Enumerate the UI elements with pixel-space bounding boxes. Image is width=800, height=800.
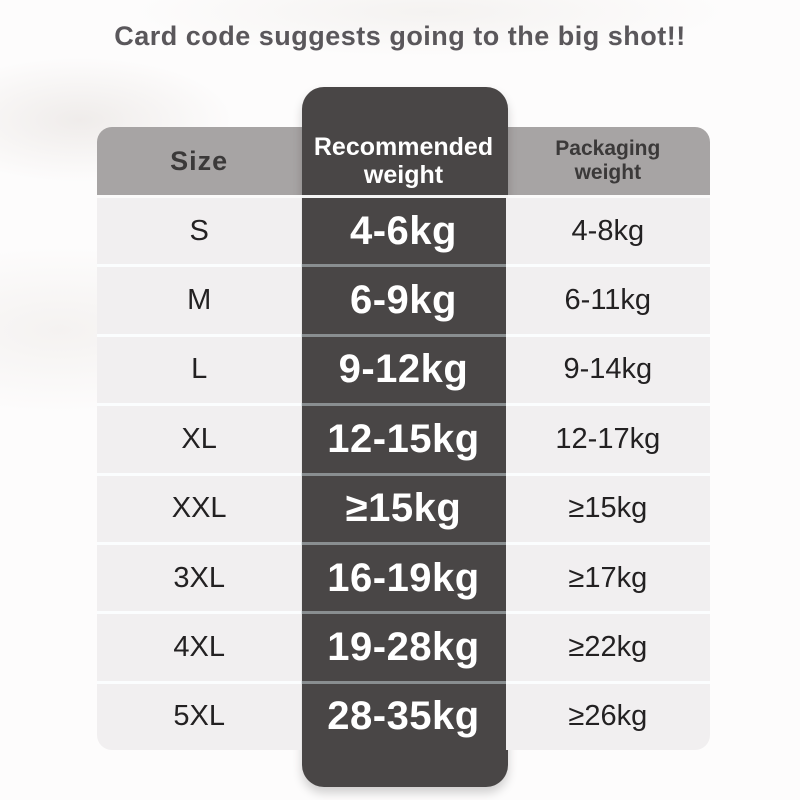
- size-value: M: [97, 267, 302, 337]
- table-row-3xl: 3XL 16-19kg ≥17kg: [97, 544, 710, 615]
- recommended-weight-value: 6-9kg: [301, 267, 506, 337]
- table-row-xxl: XXL ≥15kg ≥15kg: [97, 475, 710, 545]
- table-row-4xl: 4XL 19-28kg ≥22kg: [97, 614, 710, 684]
- packaging-weight-value: ≥17kg: [505, 544, 710, 615]
- header-size: Size: [97, 127, 301, 195]
- packaging-weight-value: 6-11kg: [505, 267, 710, 337]
- packaging-weight-value: 12-17kg: [505, 406, 710, 476]
- recommended-column-highlight: [302, 87, 508, 787]
- packaging-weight-value: ≥26kg: [505, 683, 710, 750]
- header-packaging-weight: Packaging weight: [506, 127, 710, 195]
- recommended-weight-value: 28-35kg: [327, 694, 480, 739]
- size-value: 5XL: [97, 683, 302, 750]
- size-value: 3XL: [97, 544, 302, 615]
- size-value: XL: [97, 406, 302, 476]
- size-chart-table: Size Recommended weight Packaging weight…: [97, 87, 710, 787]
- packaging-weight-value: ≥22kg: [505, 614, 710, 684]
- header-size-label: Size: [170, 145, 229, 176]
- size-value: XXL: [97, 475, 302, 545]
- header-packaging-line2: weight: [574, 161, 642, 184]
- recommended-weight-value: 4-6kg: [301, 198, 506, 268]
- packaging-weight-value: 9-14kg: [505, 336, 710, 407]
- size-value: S: [97, 198, 302, 268]
- recommended-weight-value: ≥15kg: [301, 476, 506, 545]
- table-row-xl: XL 12-15kg 12-17kg: [97, 406, 710, 476]
- table-row-5xl: 5XL 28-35kg ≥26kg: [97, 683, 710, 750]
- recommended-weight-value: 19-28kg: [301, 614, 506, 684]
- table-body: S 4-6kg 4-8kg M 6-9kg 6-11kg L 9-12kg 9-…: [97, 198, 710, 750]
- packaging-weight-value: ≥15kg: [505, 475, 710, 545]
- table-row-s: S 4-6kg 4-8kg: [97, 198, 710, 268]
- page-title: Card code suggests going to the big shot…: [114, 21, 686, 51]
- packaging-weight-value: 4-8kg: [505, 198, 710, 268]
- recommended-weight-value: 12-15kg: [301, 406, 506, 476]
- table-header-row: Size Recommended weight Packaging weight: [97, 127, 710, 198]
- recommended-weight-value: 9-12kg: [301, 337, 506, 407]
- table-row-l: L 9-12kg 9-14kg: [97, 336, 710, 407]
- size-value: L: [97, 336, 302, 407]
- header-recommended-line2: weight: [363, 161, 444, 189]
- header-recommended-line1: Recommended: [313, 133, 494, 161]
- recommended-weight-value: 16-19kg: [301, 545, 506, 615]
- header-packaging-line1: Packaging: [555, 137, 661, 161]
- header-recommended-weight: Recommended weight: [301, 127, 505, 195]
- table-row-m: M 6-9kg 6-11kg: [97, 267, 710, 337]
- size-value: 4XL: [97, 614, 302, 684]
